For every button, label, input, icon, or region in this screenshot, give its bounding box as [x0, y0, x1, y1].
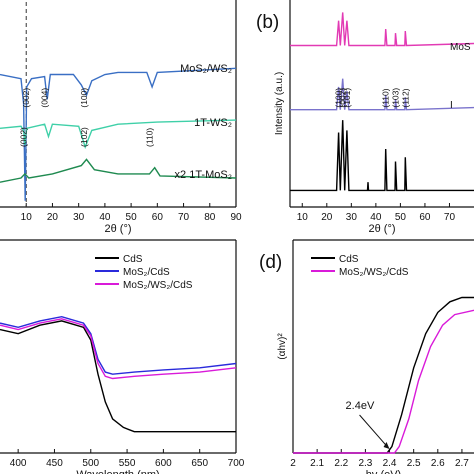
panel-d: 2 2.1 2.2 2.3 2.4 2.5 2.6 2.7 hv (eV) (αhv)² (d): [259, 239, 474, 474]
panel-label: (b): [256, 12, 279, 33]
x-tick-label: 2.6: [431, 458, 445, 469]
series-line-1: [0, 315, 237, 375]
peak-label: (002): [338, 88, 348, 108]
series-line-2: [0, 158, 237, 183]
panel-a: 10 20 30 40 50 60 70 80 90 2θ (°) (002) (004) (100) (…: [0, 0, 242, 235]
x-tick-label: 50: [126, 212, 138, 223]
series-name-a-1: 1T-WS₂: [194, 117, 232, 129]
series-name-a-2: x2 1T-MoS₂: [175, 169, 232, 181]
x-tick-label: 40: [99, 212, 111, 223]
x-tick-label: 2.4: [383, 458, 397, 469]
x-tick-label: 600: [155, 458, 172, 469]
x-tick-label: 2: [290, 458, 296, 469]
series-line-1: [293, 309, 474, 454]
x-axis-label: Wavelength (nm): [76, 469, 159, 474]
panel-label: (d): [259, 252, 282, 273]
peak-label: (002): [21, 88, 31, 108]
series-line-2: [290, 120, 474, 192]
x-tick-label: 450: [46, 458, 63, 469]
y-axis-label: (αhv)²: [277, 333, 288, 360]
x-tick-label: 550: [119, 458, 136, 469]
peak-label: (103): [390, 88, 400, 108]
x-tick-label: 20: [321, 212, 333, 223]
y-axis-label: Intensity (a.u.): [274, 72, 285, 135]
x-tick-label: 70: [444, 212, 456, 223]
x-axis-label: 2θ (°): [368, 223, 395, 235]
series-line-1: [290, 78, 474, 111]
peak-label: (110): [144, 128, 154, 147]
x-tick-label: 700: [228, 458, 245, 469]
series-name-a-0: MoS₂/WS₂: [180, 63, 232, 75]
peak-label: (004): [40, 88, 50, 108]
legend-label: MoS₂/WS₂/CdS: [123, 280, 193, 291]
x-tick-label: 30: [346, 212, 358, 223]
legend-label: CdS: [339, 254, 359, 265]
series-name-b-1: I: [450, 100, 453, 111]
legend-label: MoS₂/CdS: [123, 267, 170, 278]
panel-c: 400 450 500 550 600 650 700 Wavelength (nm): [0, 239, 245, 474]
x-tick-label: 80: [204, 212, 216, 223]
x-axis-label: hv (eV): [366, 469, 401, 474]
peak-label: (100): [79, 88, 89, 108]
series-name-b-0: MoS: [450, 42, 471, 53]
series-line-0: [0, 67, 237, 201]
peak-label: (102): [79, 127, 89, 147]
x-tick-label: 2.2: [334, 458, 348, 469]
x-tick-label: 40: [370, 212, 382, 223]
peak-label: (002): [19, 127, 29, 147]
x-tick-label: 2.1: [310, 458, 324, 469]
x-tick-label: 70: [178, 212, 190, 223]
x-tick-label: 20: [47, 212, 59, 223]
x-tick-label: 2.3: [358, 458, 372, 469]
peak-label: (100): [334, 88, 344, 108]
x-tick-label: 50: [395, 212, 407, 223]
series-line-0: [0, 320, 236, 433]
series-line-2: [0, 318, 237, 380]
x-tick-label: 30: [73, 212, 85, 223]
series-line-0: [290, 12, 474, 47]
x-tick-label: 10: [21, 212, 33, 223]
x-tick-label: 2.5: [407, 458, 421, 469]
x-tick-label: 60: [152, 212, 164, 223]
series-line-0: [293, 296, 474, 454]
x-tick-label: 500: [82, 458, 99, 469]
peak-label: (112): [400, 88, 410, 107]
annotation-arrow-line: [359, 414, 388, 448]
x-tick-label: 2.7: [455, 458, 469, 469]
peak-label: (101): [342, 88, 352, 108]
legend-label: MoS₂/WS₂/CdS: [339, 267, 409, 278]
x-tick-label: 60: [419, 212, 431, 223]
x-tick-label: 10: [297, 212, 309, 223]
x-tick-label: 90: [230, 212, 242, 223]
x-axis-label: 2θ (°): [104, 223, 131, 235]
peak-label: (110): [381, 88, 391, 107]
x-tick-label: 400: [10, 458, 27, 469]
annotation-arrow-head: [383, 442, 390, 449]
series-line-1: [0, 119, 237, 150]
bandgap-annotation: 2.4eV: [346, 400, 375, 412]
panel-b: 10 20 30 40 50 60 70 2θ (°) Intensity (a.u.) (b) (…: [256, 0, 474, 235]
x-tick-label: 650: [191, 458, 208, 469]
legend-label: CdS: [123, 254, 143, 265]
